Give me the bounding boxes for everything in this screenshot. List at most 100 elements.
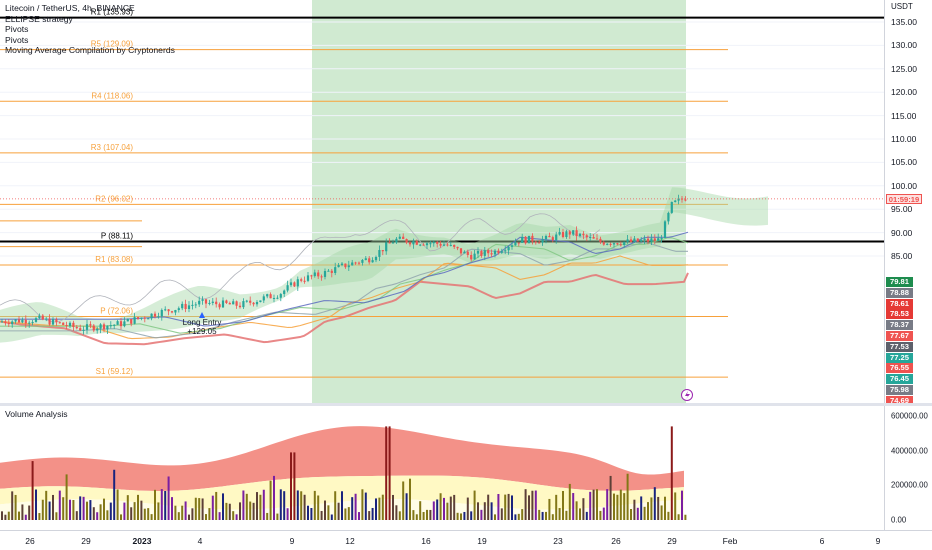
- candle-body[interactable]: [11, 321, 14, 325]
- candle-body[interactable]: [208, 302, 211, 304]
- volume-bar[interactable]: [575, 501, 578, 520]
- candle-body[interactable]: [85, 324, 89, 330]
- candle-body[interactable]: [133, 317, 136, 324]
- volume-bar[interactable]: [58, 490, 61, 520]
- volume-bar[interactable]: [201, 498, 204, 520]
- candle-body[interactable]: [565, 231, 568, 237]
- candle-body[interactable]: [558, 232, 561, 235]
- candle-body[interactable]: [102, 324, 106, 330]
- candle-body[interactable]: [640, 240, 643, 242]
- volume-bar[interactable]: [514, 514, 517, 520]
- volume-bar[interactable]: [225, 502, 228, 520]
- volume-bar[interactable]: [245, 493, 248, 520]
- candle-body[interactable]: [0, 321, 4, 323]
- indicator-pivots-1[interactable]: Pivots: [5, 24, 29, 34]
- candle-body[interactable]: [500, 251, 503, 253]
- candle-body[interactable]: [623, 241, 626, 245]
- candle-body[interactable]: [262, 296, 265, 301]
- candle-body[interactable]: [422, 244, 425, 246]
- volume-bar[interactable]: [72, 499, 75, 520]
- candle-body[interactable]: [534, 241, 537, 243]
- candle-body[interactable]: [266, 294, 269, 297]
- candle-body[interactable]: [541, 239, 544, 243]
- volume-bar[interactable]: [38, 513, 41, 520]
- volume-bar[interactable]: [303, 494, 306, 520]
- candle-body[interactable]: [636, 238, 639, 242]
- volume-bar[interactable]: [86, 501, 88, 520]
- volume-bar[interactable]: [521, 509, 524, 520]
- candle-body[interactable]: [548, 235, 551, 238]
- volume-bar[interactable]: [347, 507, 350, 520]
- volume-bar[interactable]: [120, 514, 122, 520]
- volume-bar[interactable]: [99, 504, 102, 520]
- candle-body[interactable]: [674, 200, 677, 202]
- volume-bar[interactable]: [426, 509, 428, 520]
- candle-body[interactable]: [164, 309, 167, 311]
- candle-body[interactable]: [480, 251, 483, 256]
- candle-body[interactable]: [323, 271, 327, 277]
- candle-body[interactable]: [300, 279, 303, 281]
- candle-body[interactable]: [99, 324, 102, 329]
- candle-body[interactable]: [255, 302, 259, 305]
- volume-bar[interactable]: [602, 507, 605, 520]
- candle-body[interactable]: [507, 246, 510, 251]
- candle-body[interactable]: [402, 236, 405, 240]
- candle-body[interactable]: [408, 242, 412, 245]
- candle-body[interactable]: [483, 250, 486, 256]
- volume-bar[interactable]: [310, 508, 313, 520]
- volume-bar[interactable]: [507, 493, 510, 520]
- volume-bar[interactable]: [286, 508, 289, 520]
- candle-body[interactable]: [595, 238, 599, 240]
- volume-bar[interactable]: [470, 511, 473, 520]
- volume-bar[interactable]: [262, 489, 265, 520]
- candle-body[interactable]: [17, 319, 21, 323]
- candle-body[interactable]: [62, 322, 65, 325]
- candle-body[interactable]: [204, 299, 208, 304]
- volume-bar[interactable]: [422, 511, 425, 520]
- volume-bar[interactable]: [82, 496, 85, 520]
- candle-body[interactable]: [211, 301, 214, 303]
- volume-bar[interactable]: [69, 499, 71, 520]
- candle-body[interactable]: [415, 241, 418, 245]
- candle-body[interactable]: [667, 212, 670, 222]
- volume-bar[interactable]: [463, 511, 466, 520]
- volume-bar[interactable]: [582, 498, 585, 520]
- volume-bar[interactable]: [52, 494, 54, 520]
- candle-body[interactable]: [493, 250, 497, 255]
- volume-bar[interactable]: [320, 510, 323, 520]
- volume-bar[interactable]: [266, 512, 269, 520]
- volume-bar[interactable]: [497, 494, 500, 520]
- volume-bar[interactable]: [395, 505, 398, 520]
- candle-body[interactable]: [4, 321, 7, 324]
- volume-bar[interactable]: [647, 502, 649, 520]
- candle-body[interactable]: [347, 265, 350, 268]
- volume-bar[interactable]: [517, 513, 520, 520]
- volume-bar[interactable]: [487, 494, 490, 520]
- candle-body[interactable]: [344, 263, 347, 268]
- candle-body[interactable]: [194, 304, 197, 306]
- volume-bar[interactable]: [606, 489, 609, 520]
- volume-bar[interactable]: [541, 511, 544, 520]
- candle-body[interactable]: [575, 230, 578, 237]
- volume-bar[interactable]: [555, 494, 558, 520]
- candle-body[interactable]: [633, 238, 636, 242]
- indicator-ellipse[interactable]: ELLIPSE strategy: [5, 13, 73, 24]
- indicator-moving-average[interactable]: Moving Average Compilation by Cryptonerd…: [5, 45, 175, 55]
- volume-bar[interactable]: [613, 493, 615, 520]
- candle-body[interactable]: [174, 310, 177, 313]
- volume-bar[interactable]: [35, 489, 37, 520]
- volume-bar[interactable]: [670, 426, 673, 520]
- volume-bar[interactable]: [31, 461, 34, 520]
- volume-bar[interactable]: [504, 494, 507, 520]
- candle-body[interactable]: [286, 285, 289, 291]
- candle-body[interactable]: [310, 275, 313, 277]
- indicator-pivots-2[interactable]: Pivots: [5, 34, 29, 45]
- candle-body[interactable]: [242, 301, 245, 308]
- volume-bar[interactable]: [242, 490, 245, 520]
- volume-bar[interactable]: [524, 489, 527, 520]
- candle-body[interactable]: [126, 319, 129, 322]
- candle-body[interactable]: [160, 309, 163, 317]
- volume-bar[interactable]: [249, 501, 252, 520]
- candle-body[interactable]: [68, 322, 72, 327]
- candlesticks[interactable]: [0, 194, 687, 335]
